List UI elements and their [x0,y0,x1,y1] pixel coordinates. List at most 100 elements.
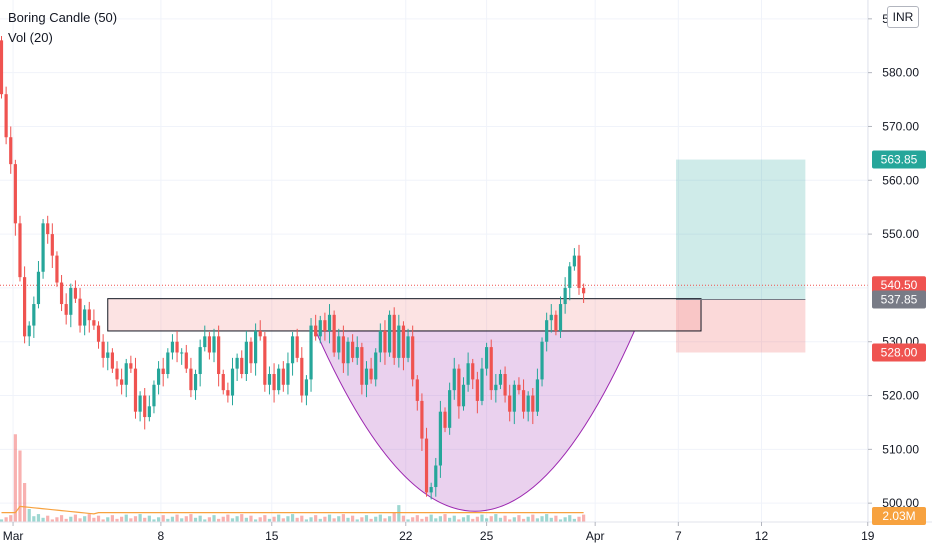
volume-bar [471,518,475,522]
volume-bar [50,519,54,522]
volume-bar [120,516,124,522]
candle-body [554,314,558,331]
candle-body [485,347,489,369]
time-tick-label: 19 [861,529,875,543]
legend-study-volume[interactable]: Vol (20) [8,30,53,45]
time-tick-label: 12 [755,529,769,543]
currency-label[interactable]: INR [887,6,919,28]
candle-body [152,384,156,407]
volume-bar [226,514,230,522]
candle-body [73,287,78,299]
volume-bar [166,518,170,522]
volume-bar [341,514,345,522]
candle-body [480,368,484,401]
candle-body [240,357,244,375]
volume-bar [323,516,327,522]
volume-bar [290,514,295,522]
candle-body [9,137,13,165]
volume-bar [55,517,59,522]
candle-body [101,341,105,358]
price-axis-background [868,0,932,550]
volume-bar [267,518,272,522]
candle-body [83,309,87,326]
volume-bar [397,505,401,522]
volume-bar [32,516,36,522]
volume-bar [147,515,151,522]
volume-bar [332,518,336,522]
volume-bar [318,518,322,522]
candle-body [332,314,336,353]
volume-bar [346,517,350,522]
volume-bar [406,519,410,522]
price-tick-label: 500.00 [882,496,919,510]
volume-bar [517,515,521,522]
volume-bar [568,515,572,522]
candle-body [41,223,45,272]
volume-bar [193,517,198,522]
price-tick-label: 580.00 [882,66,919,80]
volume-bar [13,434,17,522]
volume-bar [549,517,553,522]
volume-bar [475,516,479,522]
price-tick-label: 560.00 [882,173,919,187]
volume-bar [96,515,101,522]
candle-body [166,352,170,375]
candle-body [535,379,540,412]
candle-body [0,40,4,95]
volume-bar [286,516,290,522]
volume-bar [383,518,387,522]
volume-bar [452,515,456,522]
price-badge-label: 540.50 [881,278,918,292]
candle-body [318,320,322,337]
volume-bar [503,515,507,522]
candle-body [258,330,262,337]
candle-body [309,325,313,380]
volume-bar [133,516,138,522]
volume-bar [230,518,235,522]
candle-body [133,368,138,412]
candle-body [420,400,424,439]
candle-body [87,309,91,321]
volume-bar [87,514,91,522]
volume-bar [175,514,179,522]
volume-bar [494,514,498,522]
candle-body [341,336,345,364]
volume-bar [281,518,285,522]
price-badge-label: 537.85 [881,292,918,306]
candle-body [120,379,124,385]
candle-body [249,341,253,364]
volume-bar [207,517,211,522]
volume-bar [545,514,549,522]
volume-bar [351,515,355,522]
candle-body [290,336,295,364]
price-tick-label: 520.00 [882,389,919,403]
cup-pattern [314,330,636,512]
volume-bar [392,512,396,522]
volume-bar [189,514,193,522]
candle-body [475,379,479,401]
candle-body [323,320,327,331]
candle-body [517,384,521,391]
volume-bar [434,518,438,522]
candle-body [13,164,17,224]
candle-body [327,314,332,331]
volume-bar [360,517,364,522]
candle-body [221,374,225,391]
volume-bar [235,516,239,522]
candle-body [64,304,68,315]
volume-bar [18,450,22,522]
volume-bar [304,519,309,522]
candle-body [4,94,8,138]
volume-bar [92,517,96,522]
volume-bar [512,517,516,522]
candle-body [508,395,512,412]
volume-bar [161,515,165,522]
candle-body [110,352,114,369]
legend-study-boring-candle[interactable]: Boring Candle (50) [8,10,118,25]
candle-body [59,282,64,305]
time-tick-label: 15 [265,529,279,543]
candle-body [18,223,22,278]
price-tick-label: 550.00 [882,227,919,241]
volume-bar [180,518,184,522]
